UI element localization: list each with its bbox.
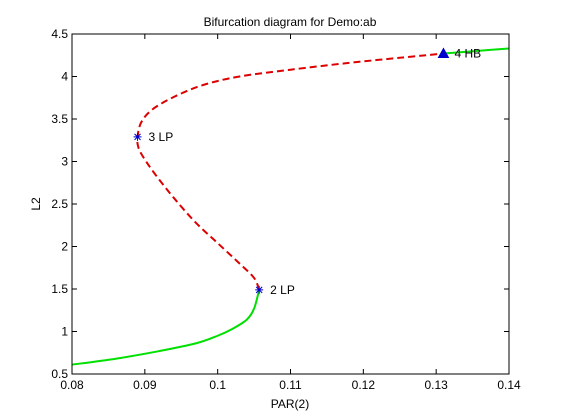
y-tick-label: 1.5: [51, 282, 68, 296]
point-label: 4 HB: [454, 47, 481, 61]
y-tick-label: 2.5: [51, 197, 68, 211]
x-tick-label: 0.12: [352, 378, 376, 392]
y-tick-label: 1: [61, 325, 68, 339]
y-tick-label: 2: [61, 240, 68, 254]
star-marker: [255, 286, 263, 294]
y-tick-label: 0.5: [51, 367, 68, 381]
y-tick-label: 4: [61, 70, 68, 84]
x-tick-label: 0.13: [424, 378, 448, 392]
y-tick-label: 4.5: [51, 27, 68, 41]
point-label: 3 LP: [149, 130, 174, 144]
plot-area: [72, 34, 509, 374]
point-label: 2 LP: [270, 283, 295, 297]
x-tick-label: 0.1: [209, 378, 226, 392]
star-marker: [134, 133, 142, 141]
x-tick-label: 0.11: [279, 378, 302, 392]
chart-title: Bifurcation diagram for Demo:ab: [204, 15, 377, 29]
y-axis-label: L2: [29, 197, 43, 211]
y-tick-label: 3.5: [51, 112, 68, 126]
x-tick-label: 0.14: [497, 378, 521, 392]
x-axis-label: PAR(2): [271, 397, 309, 411]
x-tick-label: 0.09: [133, 378, 157, 392]
y-tick-label: 3: [61, 155, 68, 169]
